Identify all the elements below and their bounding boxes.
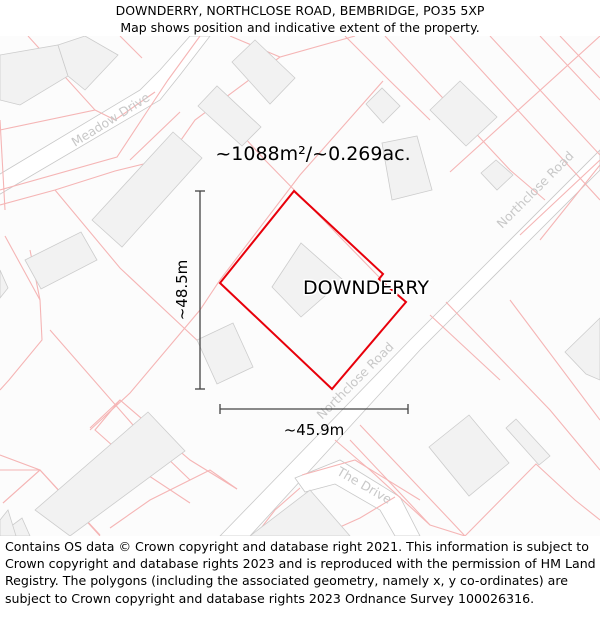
area-label: ~1088m²/~0.269ac. <box>215 143 410 165</box>
map-header: DOWNDERRY, NORTHCLOSE ROAD, BEMBRIDGE, P… <box>0 0 600 38</box>
building <box>505 418 551 466</box>
building <box>249 489 351 536</box>
property-address: DOWNDERRY, NORTHCLOSE ROAD, BEMBRIDGE, P… <box>115 3 485 18</box>
building <box>480 159 514 191</box>
width-dimension-label: ~45.9m <box>284 421 345 439</box>
height-dimension <box>195 190 205 390</box>
buildings <box>0 36 600 536</box>
building <box>231 39 296 105</box>
building <box>57 36 119 91</box>
property-name-label: DOWNDERRY <box>303 277 429 299</box>
building <box>0 269 9 299</box>
height-dimension-label: ~48.5m <box>173 260 191 321</box>
road-northclose <box>219 149 600 536</box>
road-the-drive <box>294 459 421 536</box>
building <box>0 44 69 106</box>
map-canvas[interactable]: Meadow Drive Northclose Road Northclose … <box>0 36 600 536</box>
building <box>197 85 262 147</box>
street-label-meadow-drive: Meadow Drive <box>69 89 153 149</box>
building <box>429 80 498 147</box>
building <box>365 87 401 124</box>
building <box>381 135 433 201</box>
building <box>428 414 510 497</box>
building <box>0 509 17 536</box>
building <box>24 231 98 290</box>
property-boundary[interactable] <box>218 189 408 391</box>
building <box>91 131 203 248</box>
building <box>34 411 186 536</box>
building <box>564 317 600 381</box>
building <box>196 322 254 385</box>
attribution-footer: Contains OS data © Crown copyright and d… <box>5 539 596 606</box>
width-dimension <box>219 404 409 414</box>
map-svg: Meadow Drive Northclose Road Northclose … <box>0 36 600 536</box>
building <box>271 242 344 318</box>
map-subtitle: Map shows position and indicative extent… <box>120 20 480 35</box>
parcel-boundaries <box>0 36 600 536</box>
